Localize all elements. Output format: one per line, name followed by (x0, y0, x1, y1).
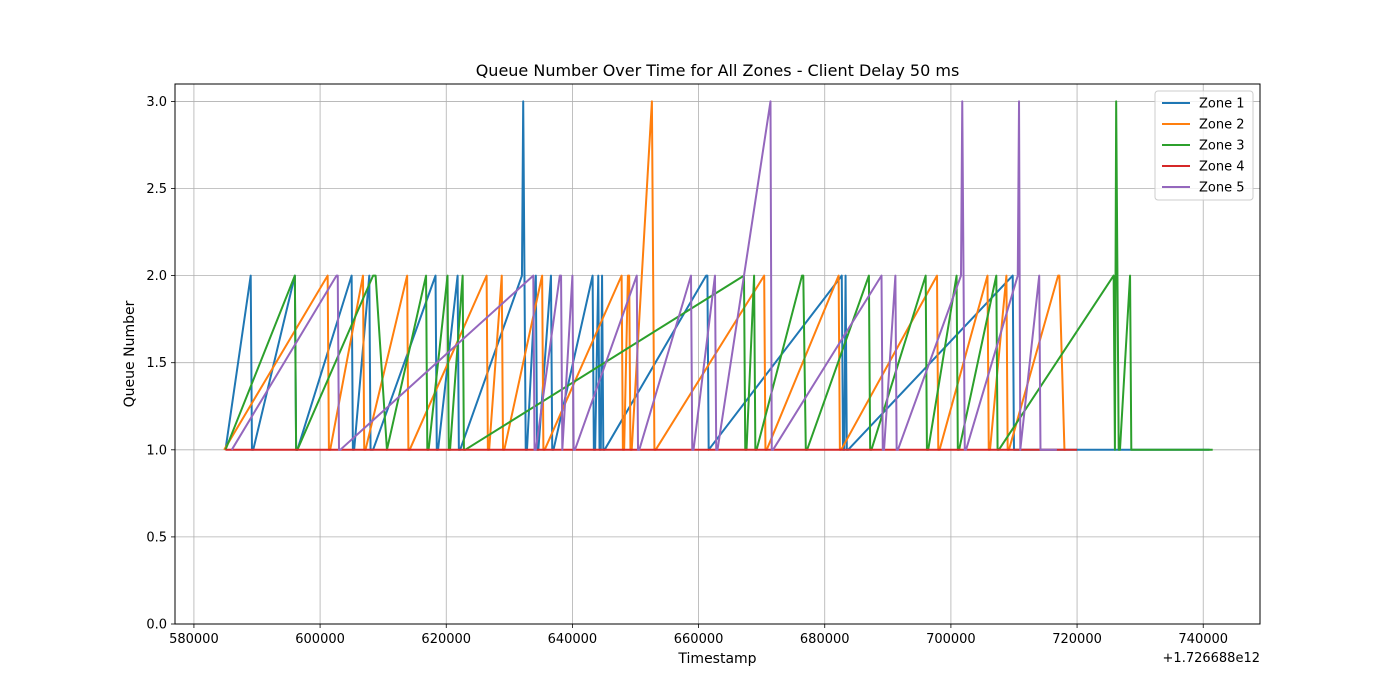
x-tick-label: 640000 (548, 632, 598, 647)
y-axis-title: Queue Number (122, 300, 138, 407)
x-tick-label: 720000 (1052, 632, 1102, 647)
axes: 580000 600000 620000 640000 660000 680000 7000… (146, 95, 1228, 647)
x-axis-offset-label: +1.726688e12 (1163, 651, 1260, 666)
legend-label: Zone 1 (1199, 97, 1245, 112)
y-tick-label: 0.5 (146, 530, 167, 545)
y-tick-label: 2.5 (146, 182, 167, 197)
x-tick-label: 580000 (169, 632, 219, 647)
x-axis-title: Timestamp (677, 651, 756, 667)
x-tick-label: 740000 (1178, 632, 1228, 647)
legend-label: Zone 5 (1199, 181, 1245, 196)
legend-label: Zone 2 (1199, 118, 1245, 133)
x-tick-label: 680000 (800, 632, 850, 647)
legend-box (1154, 90, 1254, 201)
x-tick-label: 700000 (926, 632, 976, 647)
y-tick-label: 1.0 (146, 443, 167, 458)
plot-frame (174, 83, 1261, 625)
legend-label: Zone 3 (1199, 139, 1245, 154)
series-layer (223, 100, 1213, 451)
y-tick-label: 3.0 (146, 95, 167, 110)
x-tick-label: 600000 (295, 632, 345, 647)
series-line-zone-3 (224, 100, 1213, 451)
y-tick-label: 0.0 (146, 618, 167, 633)
x-tick-label: 660000 (674, 632, 724, 647)
legend: Zone 1 Zone 2 Zone 3 Zone 4 Zone 5 (1154, 90, 1254, 201)
chart-title: Queue Number Over Time for All Zones - C… (476, 61, 960, 80)
y-tick-label: 2.0 (146, 269, 167, 284)
x-tick-label: 620000 (421, 632, 471, 647)
series-line-zone-5 (230, 100, 1057, 451)
y-tick-label: 1.5 (146, 356, 167, 371)
legend-label: Zone 4 (1199, 160, 1245, 175)
